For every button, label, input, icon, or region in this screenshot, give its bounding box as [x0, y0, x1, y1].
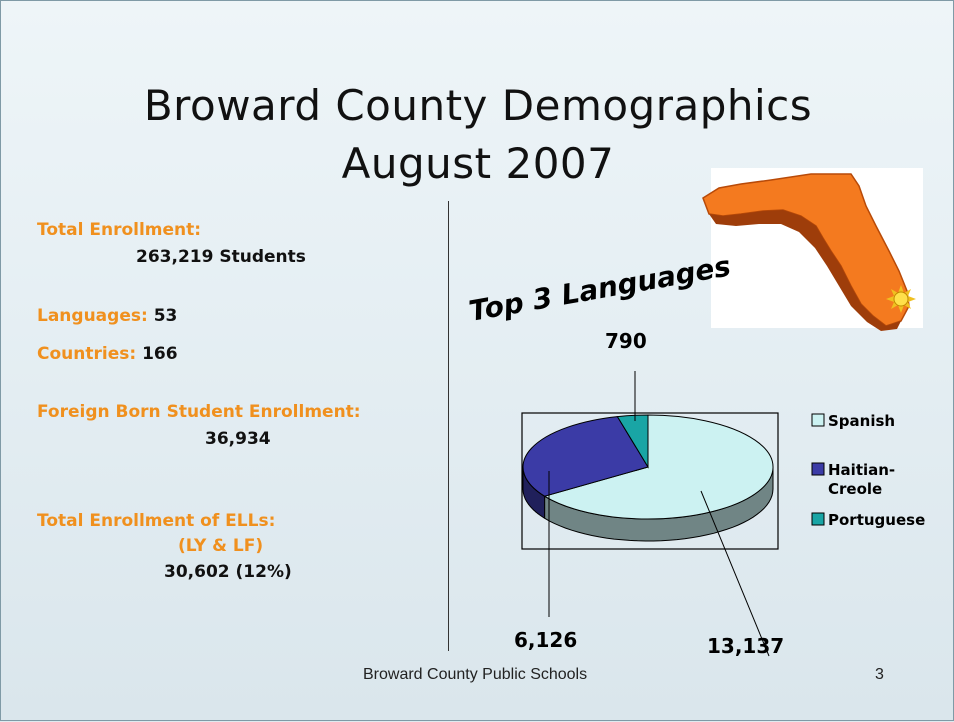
total-enrollment-value: 263,219 Students	[136, 247, 306, 267]
languages-label: Languages:	[37, 306, 148, 326]
slide-title: Broward County Demographics	[143, 81, 813, 130]
plot-area-frame	[521, 412, 779, 550]
slice-haitian-creole	[522, 416, 649, 497]
slide-subtitle-date: August 2007	[341, 139, 615, 188]
countries-label: Countries:	[37, 344, 137, 364]
legend-swatch	[811, 462, 825, 476]
ell-label: Total Enrollment of ELLs:	[37, 511, 276, 531]
data-label: 6,126	[514, 628, 577, 652]
legend-label: Portuguese	[828, 511, 925, 529]
footer-text: Broward County Public Schools	[363, 666, 588, 683]
legend-label: Haitian-	[828, 461, 895, 479]
chart-title: Top 3 Languages	[466, 249, 733, 328]
florida-map-icon	[702, 168, 923, 331]
slice-spanish	[543, 414, 774, 520]
foreign-born-label: Foreign Born Student Enrollment:	[37, 402, 361, 422]
leader-line	[700, 490, 770, 657]
legend-label: Creole	[828, 480, 882, 498]
countries-value: 166	[142, 344, 178, 364]
foreign-born-value: 36,934	[205, 429, 271, 449]
legend-swatch	[811, 413, 825, 427]
legend-swatch	[811, 512, 825, 526]
data-label: 790	[605, 329, 647, 353]
ell-sublabel: (LY & LF)	[178, 536, 264, 556]
languages-stat: Languages: 53	[37, 306, 177, 326]
page-number: 3	[875, 666, 884, 683]
countries-stat: Countries: 166	[37, 344, 178, 364]
column-divider	[448, 201, 449, 651]
data-label: 13,137	[707, 634, 784, 658]
legend-label: Spanish	[828, 412, 895, 430]
languages-value: 53	[153, 306, 178, 326]
sun-icon	[886, 285, 916, 313]
slice-portuguese	[616, 414, 649, 469]
total-enrollment-label: Total Enrollment:	[37, 220, 202, 240]
ell-value: 30,602 (12%)	[164, 562, 292, 582]
